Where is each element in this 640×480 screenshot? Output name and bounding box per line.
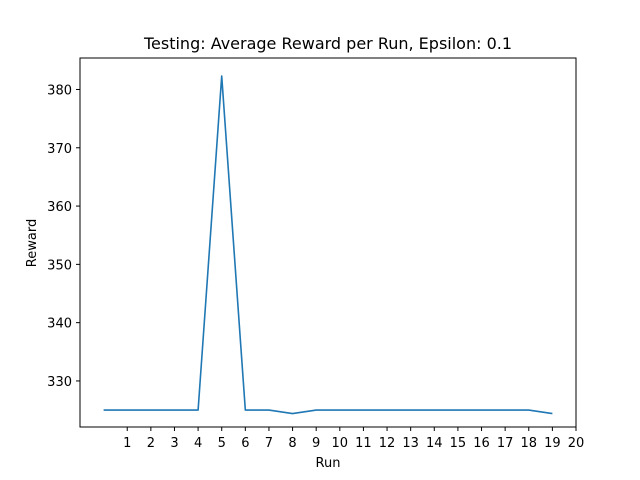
x-tick-label: 5 — [218, 436, 226, 451]
y-tick-label: 380 — [47, 83, 72, 98]
x-tick-label: 2 — [147, 436, 155, 451]
y-tick-label: 330 — [47, 375, 72, 390]
chart-title: Testing: Average Reward per Run, Epsilon… — [143, 34, 512, 53]
x-tick-label: 13 — [402, 436, 419, 451]
x-tick-label: 10 — [332, 436, 349, 451]
x-tick-label: 8 — [288, 436, 296, 451]
y-axis-label: Reward — [25, 219, 40, 267]
x-tick-label: 7 — [265, 436, 273, 451]
x-tick-label: 16 — [473, 436, 490, 451]
y-tick-label: 360 — [47, 200, 72, 215]
x-axis-label: Run — [316, 456, 341, 471]
x-tick-label: 1 — [123, 436, 131, 451]
x-tick-label: 4 — [194, 436, 202, 451]
x-tick-label: 12 — [379, 436, 396, 451]
y-tick-label: 350 — [47, 258, 72, 273]
series-line — [103, 75, 553, 415]
x-tick-label: 9 — [312, 436, 320, 451]
x-tick-label: 17 — [497, 436, 514, 451]
x-tick-label: 14 — [426, 436, 443, 451]
x-tick-label: 18 — [520, 436, 537, 451]
plot-frame — [79, 57, 577, 428]
x-tick-label: 3 — [170, 436, 178, 451]
x-tick-label: 15 — [450, 436, 467, 451]
x-tick-label: 11 — [355, 436, 372, 451]
x-tick-label: 20 — [568, 436, 585, 451]
x-tick-label: 19 — [544, 436, 561, 451]
y-tick-label: 340 — [47, 317, 72, 332]
x-tick-label: 6 — [241, 436, 249, 451]
y-tick-label: 370 — [47, 142, 72, 157]
